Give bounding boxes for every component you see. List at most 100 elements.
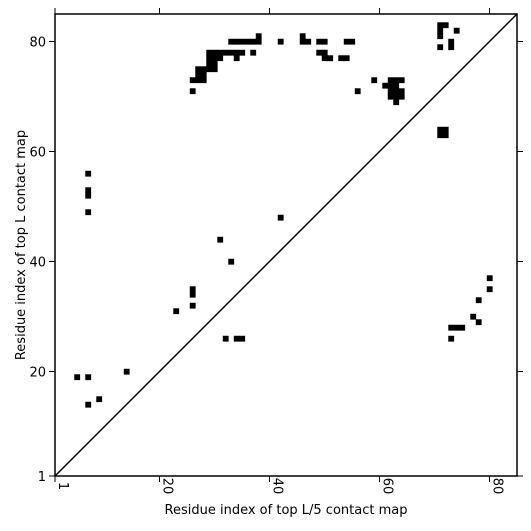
contact-point-lower [475, 297, 482, 304]
contact-point-upper [250, 38, 257, 45]
contact-point-lower [189, 286, 196, 293]
contact-point-upper [393, 82, 400, 89]
contact-point-lower [233, 335, 240, 342]
contact-point-lower [173, 308, 180, 315]
y-tick-label: 1 [38, 470, 46, 485]
axis-ticks: 1 20 40 60 80 1 20 40 60 80 [29, 8, 523, 494]
y-tick-label: 40 [29, 256, 46, 271]
contact-point-lower [277, 214, 284, 221]
contact-point-lower [453, 324, 460, 331]
contact-point-upper [244, 38, 251, 45]
contact-point-lower [228, 258, 235, 265]
contact-point-lower [217, 236, 224, 243]
contact-point-upper [316, 49, 323, 56]
contact-point-lower [442, 132, 449, 139]
contact-point-upper [211, 66, 218, 73]
contact-point-upper [250, 49, 257, 56]
contact-point-upper [189, 88, 196, 95]
x-axis-label: Residue index of top L/5 contact map [165, 503, 408, 518]
contact-point-lower [486, 275, 493, 282]
contact-point-lower [74, 374, 81, 381]
diagonal-line [54, 13, 518, 477]
contact-point-lower [475, 319, 482, 326]
contact-point-upper [200, 77, 207, 84]
contact-point-lower [222, 335, 229, 342]
contact-point-upper [437, 33, 444, 40]
contact-point-upper [349, 38, 356, 45]
contact-point-upper [371, 77, 378, 84]
contact-point-lower [448, 324, 455, 331]
contact-point-upper [442, 22, 449, 29]
contact-point-upper [239, 38, 246, 45]
contact-point-upper [387, 77, 394, 84]
contact-point-upper [393, 99, 400, 106]
contact-point-lower [448, 335, 455, 342]
y-tick-label: 80 [29, 36, 46, 51]
y-tick-label: 60 [29, 146, 46, 161]
contact-point-upper [255, 33, 262, 40]
contact-point-upper [437, 22, 444, 29]
contact-point-upper [387, 88, 394, 95]
contact-point-lower [442, 126, 449, 133]
contact-point-lower [437, 132, 444, 139]
contact-point-upper [393, 93, 400, 100]
contact-point-upper [239, 49, 246, 56]
contact-point-upper [277, 38, 284, 45]
contact-point-upper [206, 66, 213, 73]
contact-point-upper [206, 55, 213, 62]
contact-point-lower [470, 313, 477, 320]
x-tick-label: 60 [380, 478, 395, 495]
contact-point-lower [85, 401, 92, 408]
contact-point-upper [217, 49, 224, 56]
contact-point-upper [387, 93, 394, 100]
contact-point-lower [123, 368, 130, 375]
contact-point-upper [343, 55, 350, 62]
contact-point-lower [85, 192, 92, 199]
contact-point-lower [85, 187, 92, 194]
x-tick-label: 80 [490, 478, 505, 495]
contact-point-upper [195, 66, 202, 73]
contact-point-lower [85, 374, 92, 381]
contact-point-upper [398, 88, 405, 95]
contact-point-upper [437, 27, 444, 34]
contact-point-upper [299, 38, 306, 45]
contact-point-upper [233, 38, 240, 45]
contact-point-upper [305, 38, 312, 45]
contact-point-upper [398, 77, 405, 84]
contact-point-upper [327, 55, 334, 62]
contact-point-upper [321, 55, 328, 62]
contact-point-upper [316, 38, 323, 45]
contact-point-upper [228, 38, 235, 45]
contact-point-upper [233, 55, 240, 62]
contact-point-upper [233, 49, 240, 56]
contact-point-upper [299, 33, 306, 40]
contact-point-upper [217, 55, 224, 62]
contact-point-upper [228, 49, 235, 56]
x-tick-label: 20 [160, 478, 175, 495]
contact-point-upper [206, 49, 213, 56]
contact-point-lower [189, 291, 196, 298]
contact-point-lower [459, 324, 466, 331]
contact-point-lower [189, 302, 196, 309]
contact-point-lower [85, 170, 92, 177]
contact-point-upper [398, 93, 405, 100]
contact-point-upper [321, 38, 328, 45]
contact-point-lower [437, 126, 444, 133]
contact-point-upper [393, 88, 400, 95]
contact-point-upper [453, 27, 460, 34]
contact-point-lower [239, 335, 246, 342]
contact-point-lower [85, 209, 92, 216]
contact-point-upper [189, 77, 196, 84]
plot-area [74, 22, 493, 408]
contact-point-upper [338, 55, 345, 62]
contact-point-lower [96, 396, 103, 403]
contact-point-upper [255, 38, 262, 45]
plot-frame [54, 13, 518, 477]
contact-point-upper [195, 77, 202, 84]
contact-point-upper [195, 71, 202, 78]
x-tick-label: 40 [270, 478, 285, 495]
contact-point-upper [200, 66, 207, 73]
contact-point-upper [382, 82, 389, 89]
contact-point-upper [206, 60, 213, 67]
contact-point-lower [486, 286, 493, 293]
